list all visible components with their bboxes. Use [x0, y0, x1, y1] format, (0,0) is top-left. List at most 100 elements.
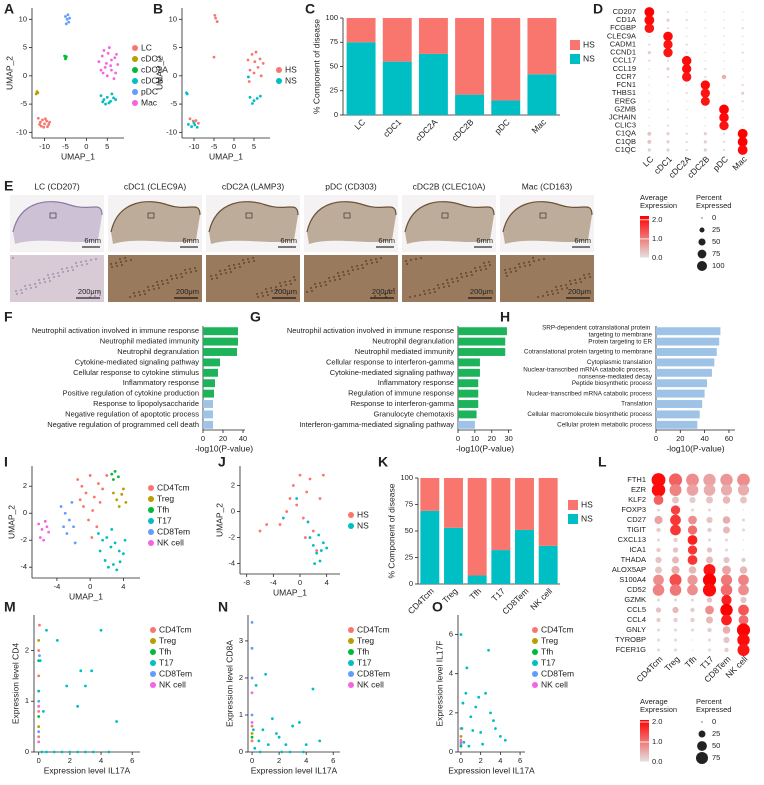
dot — [644, 23, 655, 34]
cell-texture — [65, 266, 69, 270]
cell-texture — [441, 282, 445, 286]
cell-texture — [388, 291, 392, 295]
cell-texture — [503, 268, 507, 272]
dot — [671, 565, 680, 575]
x-tick-label: 10 — [471, 434, 479, 443]
dot — [681, 55, 692, 66]
dot — [670, 524, 681, 536]
point — [459, 738, 463, 742]
legend-swatch — [568, 500, 578, 510]
dot — [666, 75, 670, 79]
bar-segment — [467, 575, 487, 584]
size-key-label: 75 — [712, 249, 720, 258]
y-tick-label: 2 — [25, 646, 29, 655]
dot — [720, 574, 733, 586]
dot — [703, 132, 707, 136]
x-tick-label: -4 — [54, 582, 61, 591]
dot — [723, 43, 725, 46]
point — [64, 22, 68, 26]
bar-segment — [420, 510, 440, 584]
cell-texture — [473, 266, 477, 270]
point — [288, 750, 292, 754]
point — [37, 699, 41, 703]
cell-texture — [514, 269, 518, 273]
y-tick-label: 0 — [23, 71, 27, 80]
dot — [741, 59, 744, 62]
dot — [723, 27, 725, 30]
cell-texture — [573, 278, 577, 282]
x-axis-title: -log10(P-value) — [456, 443, 514, 453]
point — [259, 94, 262, 98]
gene-label: FOXP3 — [621, 505, 646, 514]
cell-texture — [474, 269, 478, 273]
point — [38, 123, 41, 126]
legend-label: CD8Tem — [357, 668, 390, 678]
gene-label: FCN1 — [616, 80, 636, 89]
cell-texture — [274, 285, 278, 289]
dot — [670, 505, 681, 515]
point — [321, 473, 325, 477]
x-tick-label: Mac — [529, 116, 548, 135]
point — [45, 525, 49, 529]
x-tick-label: -10 — [189, 142, 200, 151]
point — [258, 750, 262, 754]
cell-texture — [564, 283, 568, 287]
point — [43, 117, 47, 121]
tissue-section — [503, 201, 592, 244]
cell-texture — [246, 257, 250, 261]
x-tick-label: pDC — [493, 117, 512, 136]
point — [212, 55, 216, 59]
legend-marker — [348, 627, 354, 633]
x-tick-label: 4 — [121, 582, 125, 591]
zoom-tile — [108, 255, 202, 302]
dot — [656, 617, 661, 623]
panel-label: N — [218, 599, 228, 615]
cell-texture — [418, 293, 422, 297]
legend-swatch — [568, 514, 578, 524]
cell-texture — [193, 266, 197, 270]
x-tick-label: 5 — [252, 142, 256, 151]
cell-texture — [278, 281, 282, 285]
point — [255, 97, 259, 100]
cell-texture — [56, 271, 60, 275]
cell-texture — [147, 288, 151, 292]
legend-label: CD4Tcm — [541, 624, 574, 634]
dot — [720, 603, 733, 617]
legend-label: CD4Tcm — [357, 624, 390, 634]
point — [117, 475, 120, 479]
x-tick-label: 40 — [700, 434, 708, 443]
x-tick-label: 5 — [105, 142, 109, 151]
point — [90, 536, 94, 539]
dot — [648, 68, 651, 70]
cell-texture — [38, 281, 42, 285]
x-tick-label: 4 — [99, 756, 103, 765]
cell-texture — [132, 291, 136, 295]
scale-label: 6mm — [574, 236, 591, 245]
legend-marker — [132, 67, 138, 73]
legend-label: NK cell — [157, 537, 184, 547]
cell-texture — [428, 291, 432, 295]
dot — [704, 43, 707, 46]
cell-texture — [427, 288, 431, 292]
point — [104, 102, 107, 106]
dot — [737, 484, 750, 496]
point — [38, 120, 42, 124]
x-tick-label: 2 — [277, 756, 281, 765]
legend-marker — [150, 671, 156, 677]
x-tick-label: -10 — [39, 142, 50, 151]
point — [248, 68, 252, 72]
point — [188, 117, 192, 121]
dot — [656, 628, 661, 632]
cell-texture — [374, 257, 378, 261]
y-axis-title: Expression level CD4 — [10, 643, 20, 725]
point — [105, 61, 108, 65]
color-bar — [640, 216, 649, 258]
point — [464, 691, 468, 695]
cell-texture — [432, 287, 436, 291]
point — [498, 734, 502, 738]
gene-label: CLEC9A — [607, 31, 636, 40]
y-tick-label: 75 — [330, 37, 338, 46]
point — [275, 732, 278, 735]
point — [112, 491, 115, 495]
